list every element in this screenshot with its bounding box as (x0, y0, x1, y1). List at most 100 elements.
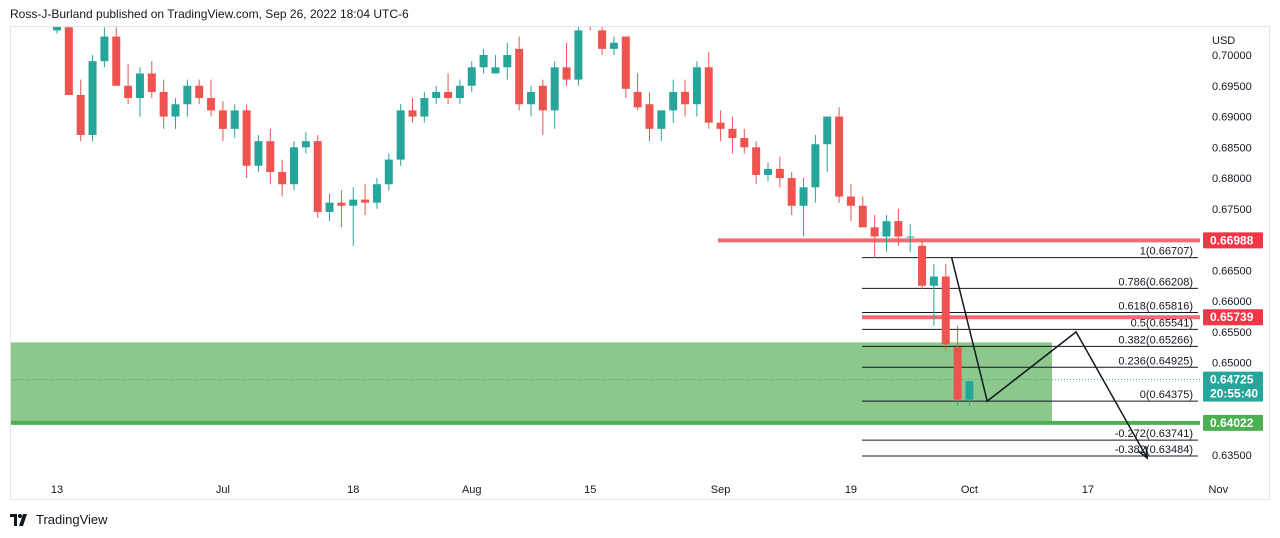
candle-body (657, 110, 666, 129)
candle-body (918, 245, 927, 286)
candle-body (764, 168, 772, 175)
candle-body (645, 104, 654, 129)
y-tick-label: 0.65000 (1212, 358, 1252, 370)
y-tick-label: 0.68000 (1212, 173, 1252, 185)
candle-body (692, 67, 701, 105)
candle-body (147, 73, 156, 92)
candle-body (941, 276, 950, 345)
x-tick-label: Jul (216, 484, 230, 496)
candle-body (491, 67, 500, 74)
y-tick-label: 0.68500 (1212, 142, 1252, 154)
y-tick-label: 0.65500 (1212, 327, 1252, 339)
candle-body (716, 122, 725, 129)
y-axis-unit: USD (1212, 35, 1235, 47)
candle-body (621, 36, 630, 89)
candle-body (929, 276, 938, 286)
candle-body (669, 91, 678, 111)
y-tick-label: 0.66500 (1212, 265, 1252, 277)
tradingview-footer: TradingView (10, 512, 108, 527)
candle-body (894, 221, 903, 237)
price-badge-current-label: 0.64725 (1210, 373, 1254, 387)
projection-path (950, 257, 1148, 459)
candle-body (467, 67, 476, 86)
price-badge-resistance-upper (1203, 232, 1263, 249)
publish-caption: Ross-J-Burland published on TradingView.… (10, 7, 409, 21)
candle-body (515, 48, 524, 105)
candle-body (550, 67, 559, 111)
tradingview-logo-icon (10, 513, 27, 526)
candle-body (408, 110, 417, 117)
candle-body (242, 110, 251, 166)
candle-body (906, 236, 915, 238)
candle-body (135, 73, 144, 99)
candle-body (88, 61, 97, 135)
fib-label: 0.5(0.65541) (1131, 317, 1193, 329)
candle-body (183, 85, 192, 105)
candle-body (598, 30, 607, 49)
candle-body (432, 91, 441, 99)
y-tick-label: 0.63500 (1212, 450, 1252, 462)
x-tick-label: 15 (584, 484, 596, 496)
candle-body (835, 116, 844, 197)
price-badge-support-label: 0.64022 (1210, 416, 1254, 430)
candle-body (53, 27, 61, 31)
candle-body (562, 67, 571, 80)
candle-body (965, 381, 974, 400)
fib-label: 1(0.66707) (1140, 246, 1193, 258)
candle-body (301, 141, 310, 148)
candle-body (882, 221, 891, 237)
candle-body (775, 168, 784, 179)
candle-body (349, 199, 358, 206)
candle-body (124, 85, 133, 99)
candle-body (159, 91, 168, 117)
x-tick-label: Aug (462, 484, 482, 496)
y-tick-label: 0.69000 (1212, 112, 1252, 124)
fib-label: 0.786(0.66208) (1118, 276, 1193, 288)
candle-body (112, 36, 121, 86)
candle-body (100, 36, 109, 62)
candle-body (728, 128, 737, 139)
candle-body (609, 42, 618, 49)
candle-body (444, 91, 453, 99)
candle-body (278, 171, 287, 185)
candle-body (230, 110, 239, 129)
candle-body (384, 159, 393, 185)
y-tick-label: 0.70000 (1212, 50, 1252, 62)
candle-body (479, 55, 488, 68)
x-tick-label: Oct (961, 484, 978, 496)
tradingview-brand: TradingView (36, 512, 108, 527)
candle-body (799, 187, 808, 206)
x-tick-label: 19 (845, 484, 857, 496)
y-tick-label: 0.66000 (1212, 296, 1252, 308)
candle-body (325, 202, 334, 212)
price-badge-current-countdown: 20:55:40 (1210, 387, 1258, 401)
candle-body (870, 227, 879, 237)
candle-body (953, 347, 962, 400)
y-tick-label: 0.69500 (1212, 81, 1252, 93)
candle-body (313, 141, 322, 212)
candle-body (254, 141, 263, 166)
fib-label: -0.382(0.63484) (1115, 444, 1193, 456)
candle-body (740, 138, 749, 148)
support-zone (11, 342, 1052, 423)
candle-body (681, 91, 690, 105)
chart-frame (10, 26, 1270, 500)
fib-label: 0.382(0.65266) (1118, 334, 1193, 346)
candle-body (372, 184, 381, 203)
price-badge-resistance-upper-label: 0.66988 (1210, 233, 1254, 247)
fib-label: 0(0.64375) (1140, 389, 1193, 401)
candle-body (171, 104, 180, 117)
candle-body (858, 205, 867, 228)
x-tick-label: 17 (1082, 484, 1094, 496)
candle-body (337, 202, 346, 206)
x-tick-label: 13 (51, 484, 63, 496)
price-badge-resistance-mid-label: 0.65739 (1210, 310, 1254, 324)
x-tick-label: Sep (711, 484, 731, 496)
x-tick-label: Nov (1209, 484, 1229, 496)
candle-body (64, 27, 73, 95)
candle-body (455, 85, 464, 99)
candle-body (811, 144, 820, 188)
candle-body (823, 116, 832, 145)
candle-body (538, 85, 547, 111)
